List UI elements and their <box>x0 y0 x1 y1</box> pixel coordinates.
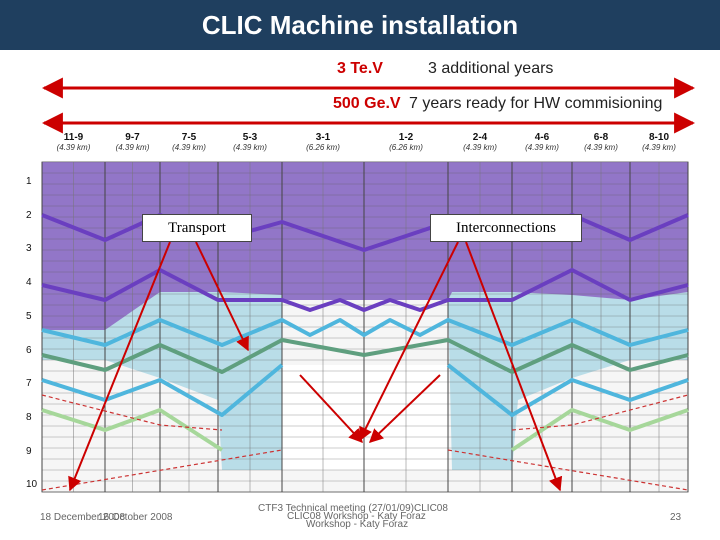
center-pit <box>282 365 448 470</box>
year-label: 4 <box>26 277 32 289</box>
year-label: 5 <box>26 310 32 322</box>
red-dash-right <box>511 394 689 431</box>
sector-length: (4.39 km) <box>172 143 206 152</box>
blue-line-2 <box>41 363 284 417</box>
sector-length: (4.39 km) <box>463 143 497 152</box>
sector-header: 5-3 (4.39 km) <box>215 132 285 152</box>
interconnection-arrow-1 <box>359 241 459 442</box>
year-label: 1 <box>26 176 32 187</box>
sector-name: 2-4 <box>472 132 488 143</box>
year-label: 2 <box>26 209 32 221</box>
year-label: 9 <box>26 445 32 457</box>
label-3tev: 3 Te.V <box>337 60 383 77</box>
sector-header: 8-10 (4.39 km) <box>624 132 694 152</box>
interconnections-callout: Interconnections <box>430 214 582 242</box>
center-arrow-right <box>368 374 441 443</box>
transport-arrow-2 <box>68 241 171 492</box>
green-line-1 <box>41 408 224 452</box>
purple-fill <box>42 162 688 470</box>
blue-line-3 <box>446 363 689 417</box>
interconnection-arrow-2 <box>465 241 563 492</box>
note-3tev: 3 additional years <box>428 60 554 77</box>
sector-header: 2-4 (4.39 km) <box>445 132 515 152</box>
footer-center: CTF3 Technical meeting (27/01/09)CLIC08 <box>258 503 448 514</box>
red-dash-bottom-right <box>447 449 689 491</box>
sector-length: (4.39 km) <box>233 143 267 152</box>
title-bar: CLIC Machine installation <box>0 0 720 50</box>
page-title: CLIC Machine installation <box>201 10 519 40</box>
sector-name: 5-3 <box>242 132 258 143</box>
year-label: 3 <box>26 243 32 255</box>
footer-center-overlap: CLIC08 Workshop - Katy Foraz <box>287 511 426 522</box>
page-number: 23 <box>670 512 682 523</box>
sector-header: 11-9 (4.39 km) <box>39 132 109 152</box>
sector-length: (6.26 km) <box>306 143 340 152</box>
sector-length: (4.39 km) <box>642 143 676 152</box>
year-label: 10 <box>26 479 38 491</box>
sector-length: (4.39 km) <box>115 143 150 152</box>
sector-header: 7-5 (4.39 km) <box>154 132 224 152</box>
sector-header: 6-8 (4.39 km) <box>566 132 636 152</box>
note-500gev: 7 years ready for HW commisioning <box>409 95 663 112</box>
year-label: 8 <box>26 411 32 423</box>
sector-name: 6-8 <box>593 132 609 143</box>
sector-name: 1-2 <box>398 132 414 143</box>
sector-name: 11-9 <box>63 132 84 143</box>
center-arrow-left <box>299 374 363 444</box>
year-label: 7 <box>26 378 32 390</box>
progress-lines <box>41 213 689 491</box>
sector-name: 3-1 <box>315 132 331 143</box>
red-dash-bottom-left <box>41 449 283 491</box>
sector-header: 4-6 (4.39 km) <box>507 132 577 152</box>
transport-callout: Transport <box>142 214 252 242</box>
violet-line-2 <box>41 268 689 312</box>
sector-name: 9-7 <box>125 132 140 143</box>
sector-length: (4.39 km) <box>56 143 91 152</box>
sector-header: 1-2 (6.26 km) <box>371 132 441 152</box>
red-dash-left <box>41 394 223 431</box>
footer-date-overlap: 18 December 2008 <box>40 512 126 523</box>
sector-name: 7-5 <box>181 132 197 143</box>
teal-line-1 <box>41 338 689 374</box>
label-500gev: 500 Ge.V <box>333 95 401 112</box>
sector-length: (4.39 km) <box>525 143 559 152</box>
green-line-2 <box>510 408 689 452</box>
red-callout-arrows <box>68 241 563 492</box>
purple-region <box>42 162 688 330</box>
violet-line-1 <box>41 213 689 252</box>
sector-length: (4.39 km) <box>584 143 618 152</box>
footer-date: 16 October 2008 <box>98 512 173 523</box>
footer-center-line2: Workshop - Katy Foraz <box>306 519 409 530</box>
sector-name: 4-6 <box>534 132 550 143</box>
transport-arrow-1 <box>195 241 249 352</box>
sector-length: (6.26 km) <box>389 143 423 152</box>
year-label: 6 <box>26 344 32 356</box>
sector-header: 9-7 (4.39 km) <box>98 132 168 152</box>
sector-name: 8-10 <box>648 132 669 143</box>
blue-line-1 <box>41 318 689 347</box>
sector-header: 3-1 (6.26 km) <box>288 132 358 152</box>
